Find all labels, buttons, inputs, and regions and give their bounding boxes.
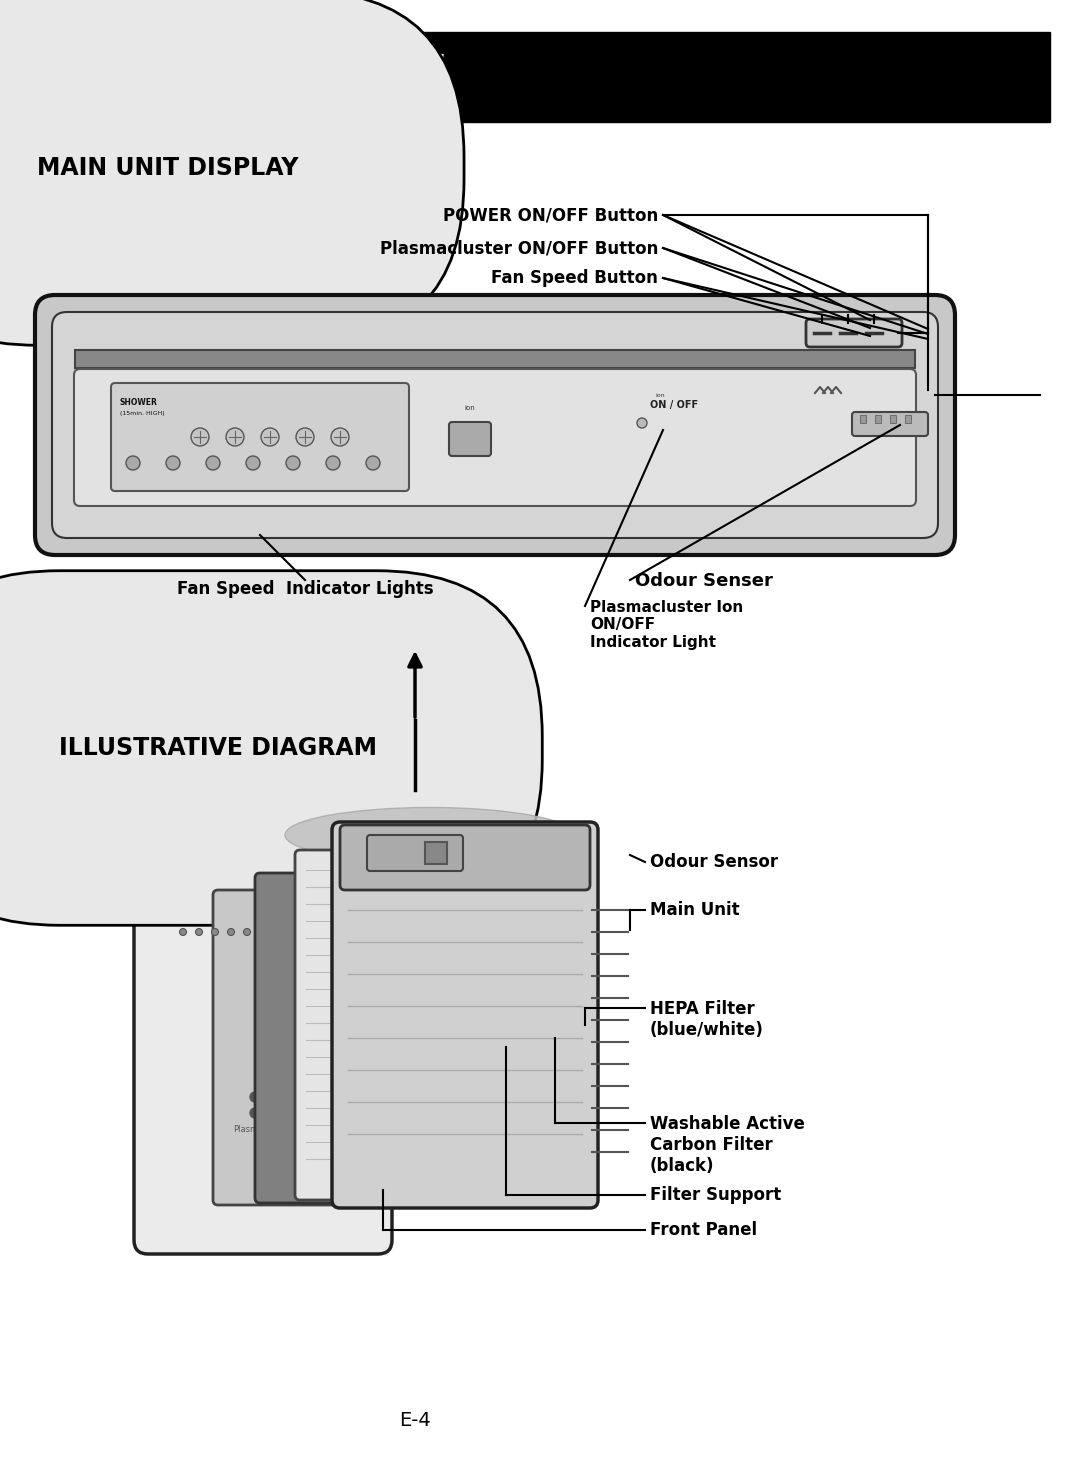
- Text: ion: ion: [255, 1072, 271, 1083]
- Bar: [890, 416, 896, 423]
- Circle shape: [206, 455, 220, 470]
- Text: SHOWER: SHOWER: [120, 398, 158, 407]
- Circle shape: [249, 1091, 260, 1102]
- Ellipse shape: [285, 808, 575, 862]
- Text: ion: ion: [464, 405, 475, 411]
- FancyBboxPatch shape: [255, 873, 490, 1203]
- Circle shape: [261, 427, 279, 447]
- Text: Fan Speed  Indicator Lights: Fan Speed Indicator Lights: [177, 580, 433, 598]
- FancyBboxPatch shape: [806, 319, 902, 347]
- FancyBboxPatch shape: [295, 851, 540, 1200]
- Text: Fan Speed Button: Fan Speed Button: [491, 269, 658, 286]
- Circle shape: [266, 1108, 276, 1118]
- Text: Plasmacluster: Plasmacluster: [233, 1125, 293, 1134]
- Circle shape: [296, 427, 314, 447]
- Text: Plasmacluster Ion
ON/OFF
Indicator Light: Plasmacluster Ion ON/OFF Indicator Light: [590, 599, 743, 649]
- Bar: [75, 350, 915, 369]
- Circle shape: [366, 455, 380, 470]
- Circle shape: [266, 1091, 276, 1102]
- Text: Main Unit: Main Unit: [650, 900, 740, 920]
- FancyBboxPatch shape: [213, 890, 441, 1205]
- Text: ion: ion: [656, 394, 665, 398]
- Bar: [860, 416, 866, 423]
- FancyBboxPatch shape: [340, 826, 590, 890]
- Text: Odour Sensor: Odour Sensor: [650, 853, 778, 871]
- Circle shape: [166, 455, 180, 470]
- Bar: [30, 32, 1050, 122]
- FancyBboxPatch shape: [852, 411, 928, 436]
- Circle shape: [246, 455, 260, 470]
- Text: MAIN UNIT DISPLAY: MAIN UNIT DISPLAY: [37, 156, 299, 181]
- Circle shape: [258, 1100, 268, 1111]
- Circle shape: [126, 455, 140, 470]
- FancyBboxPatch shape: [332, 823, 598, 1208]
- Text: ON / OFF: ON / OFF: [650, 400, 698, 410]
- Circle shape: [259, 928, 267, 936]
- FancyBboxPatch shape: [52, 311, 939, 538]
- Text: Washable Active
Carbon Filter
(black): Washable Active Carbon Filter (black): [650, 1115, 805, 1175]
- Circle shape: [258, 1083, 268, 1091]
- Text: POWER ON/OFF Button: POWER ON/OFF Button: [443, 206, 658, 223]
- Circle shape: [191, 427, 210, 447]
- Bar: [875, 416, 881, 423]
- Circle shape: [330, 427, 349, 447]
- Text: E-4: E-4: [400, 1410, 431, 1429]
- Circle shape: [243, 928, 251, 936]
- FancyBboxPatch shape: [287, 927, 307, 939]
- Circle shape: [637, 419, 647, 427]
- Text: HEPA Filter
(blue/white): HEPA Filter (blue/white): [650, 1000, 764, 1039]
- Text: Front Panel: Front Panel: [650, 1221, 757, 1238]
- FancyBboxPatch shape: [449, 422, 491, 455]
- FancyBboxPatch shape: [426, 842, 447, 864]
- Bar: [905, 416, 912, 423]
- FancyBboxPatch shape: [75, 369, 916, 505]
- Text: ILLUSTRATIVE DIAGRAM: ILLUSTRATIVE DIAGRAM: [59, 736, 377, 759]
- Text: (15min. HIGH): (15min. HIGH): [120, 411, 164, 416]
- Text: Odour Senser: Odour Senser: [635, 571, 773, 591]
- FancyBboxPatch shape: [134, 896, 392, 1255]
- FancyBboxPatch shape: [337, 927, 357, 939]
- FancyBboxPatch shape: [111, 383, 409, 491]
- FancyBboxPatch shape: [312, 927, 332, 939]
- Text: Filter Support: Filter Support: [650, 1185, 781, 1205]
- Circle shape: [195, 928, 203, 936]
- Circle shape: [228, 928, 234, 936]
- Circle shape: [286, 455, 300, 470]
- Circle shape: [179, 928, 187, 936]
- Circle shape: [249, 1108, 260, 1118]
- Text: Plasmacluster ON/OFF Button: Plasmacluster ON/OFF Button: [380, 239, 658, 257]
- Circle shape: [326, 455, 340, 470]
- FancyBboxPatch shape: [35, 295, 955, 555]
- FancyBboxPatch shape: [367, 834, 463, 871]
- Circle shape: [212, 928, 218, 936]
- Text: PART NAMES: PART NAMES: [68, 51, 447, 103]
- Circle shape: [226, 427, 244, 447]
